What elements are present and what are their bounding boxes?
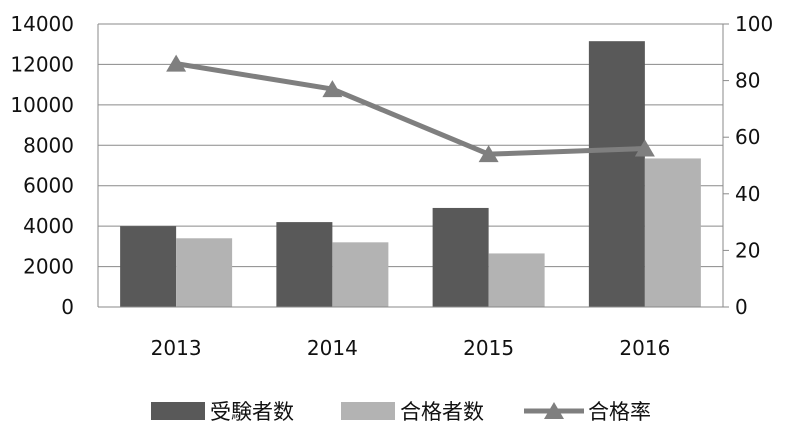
left-tick-label: 10000 <box>10 93 74 117</box>
left-tick-label: 6000 <box>23 174 74 198</box>
bar-series <box>120 41 701 307</box>
legend-swatch-examinees <box>151 402 205 420</box>
left-axis-ticks: 0 2000 4000 6000 8000 10000 12000 14000 <box>10 12 74 319</box>
left-tick-label: 0 <box>61 295 74 319</box>
line-series <box>166 55 655 163</box>
bar-examinees <box>120 226 176 307</box>
bar-examinees <box>276 222 332 307</box>
legend-label-examinees: 受験者数 <box>210 400 294 424</box>
right-tick-label: 60 <box>735 125 760 149</box>
legend: 受験者数 合格者数 合格率 <box>151 400 651 424</box>
bar-examinees <box>589 41 645 307</box>
left-tick-label: 14000 <box>10 12 74 36</box>
right-tick-label: 80 <box>735 69 760 93</box>
right-tick-label: 100 <box>735 12 773 36</box>
x-tick-label: 2016 <box>619 336 670 360</box>
legend-swatch-passers <box>341 402 395 420</box>
right-axis-ticks: 0 20 40 60 80 100 <box>735 12 773 319</box>
bar-examinees <box>433 208 489 307</box>
left-tick-label: 2000 <box>23 255 74 279</box>
right-tick-label: 20 <box>735 238 760 262</box>
bar-passers <box>332 242 388 307</box>
right-tick-label: 0 <box>735 295 748 319</box>
x-tick-label: 2013 <box>151 336 202 360</box>
legend-label-pass-rate: 合格率 <box>588 400 651 424</box>
left-tick-label: 4000 <box>23 214 74 238</box>
bar-passers <box>489 253 545 307</box>
x-tick-label: 2014 <box>307 336 358 360</box>
left-tick-label: 8000 <box>23 133 74 157</box>
bar-passers <box>645 158 701 307</box>
bar-passers <box>176 238 232 307</box>
right-tick-label: 40 <box>735 182 760 206</box>
left-tick-label: 12000 <box>10 52 74 76</box>
x-tick-label: 2015 <box>463 336 514 360</box>
legend-label-passers: 合格者数 <box>400 400 484 424</box>
x-axis-ticks: 2013 2014 2015 2016 <box>151 336 671 360</box>
pass-rate-line <box>176 64 645 155</box>
